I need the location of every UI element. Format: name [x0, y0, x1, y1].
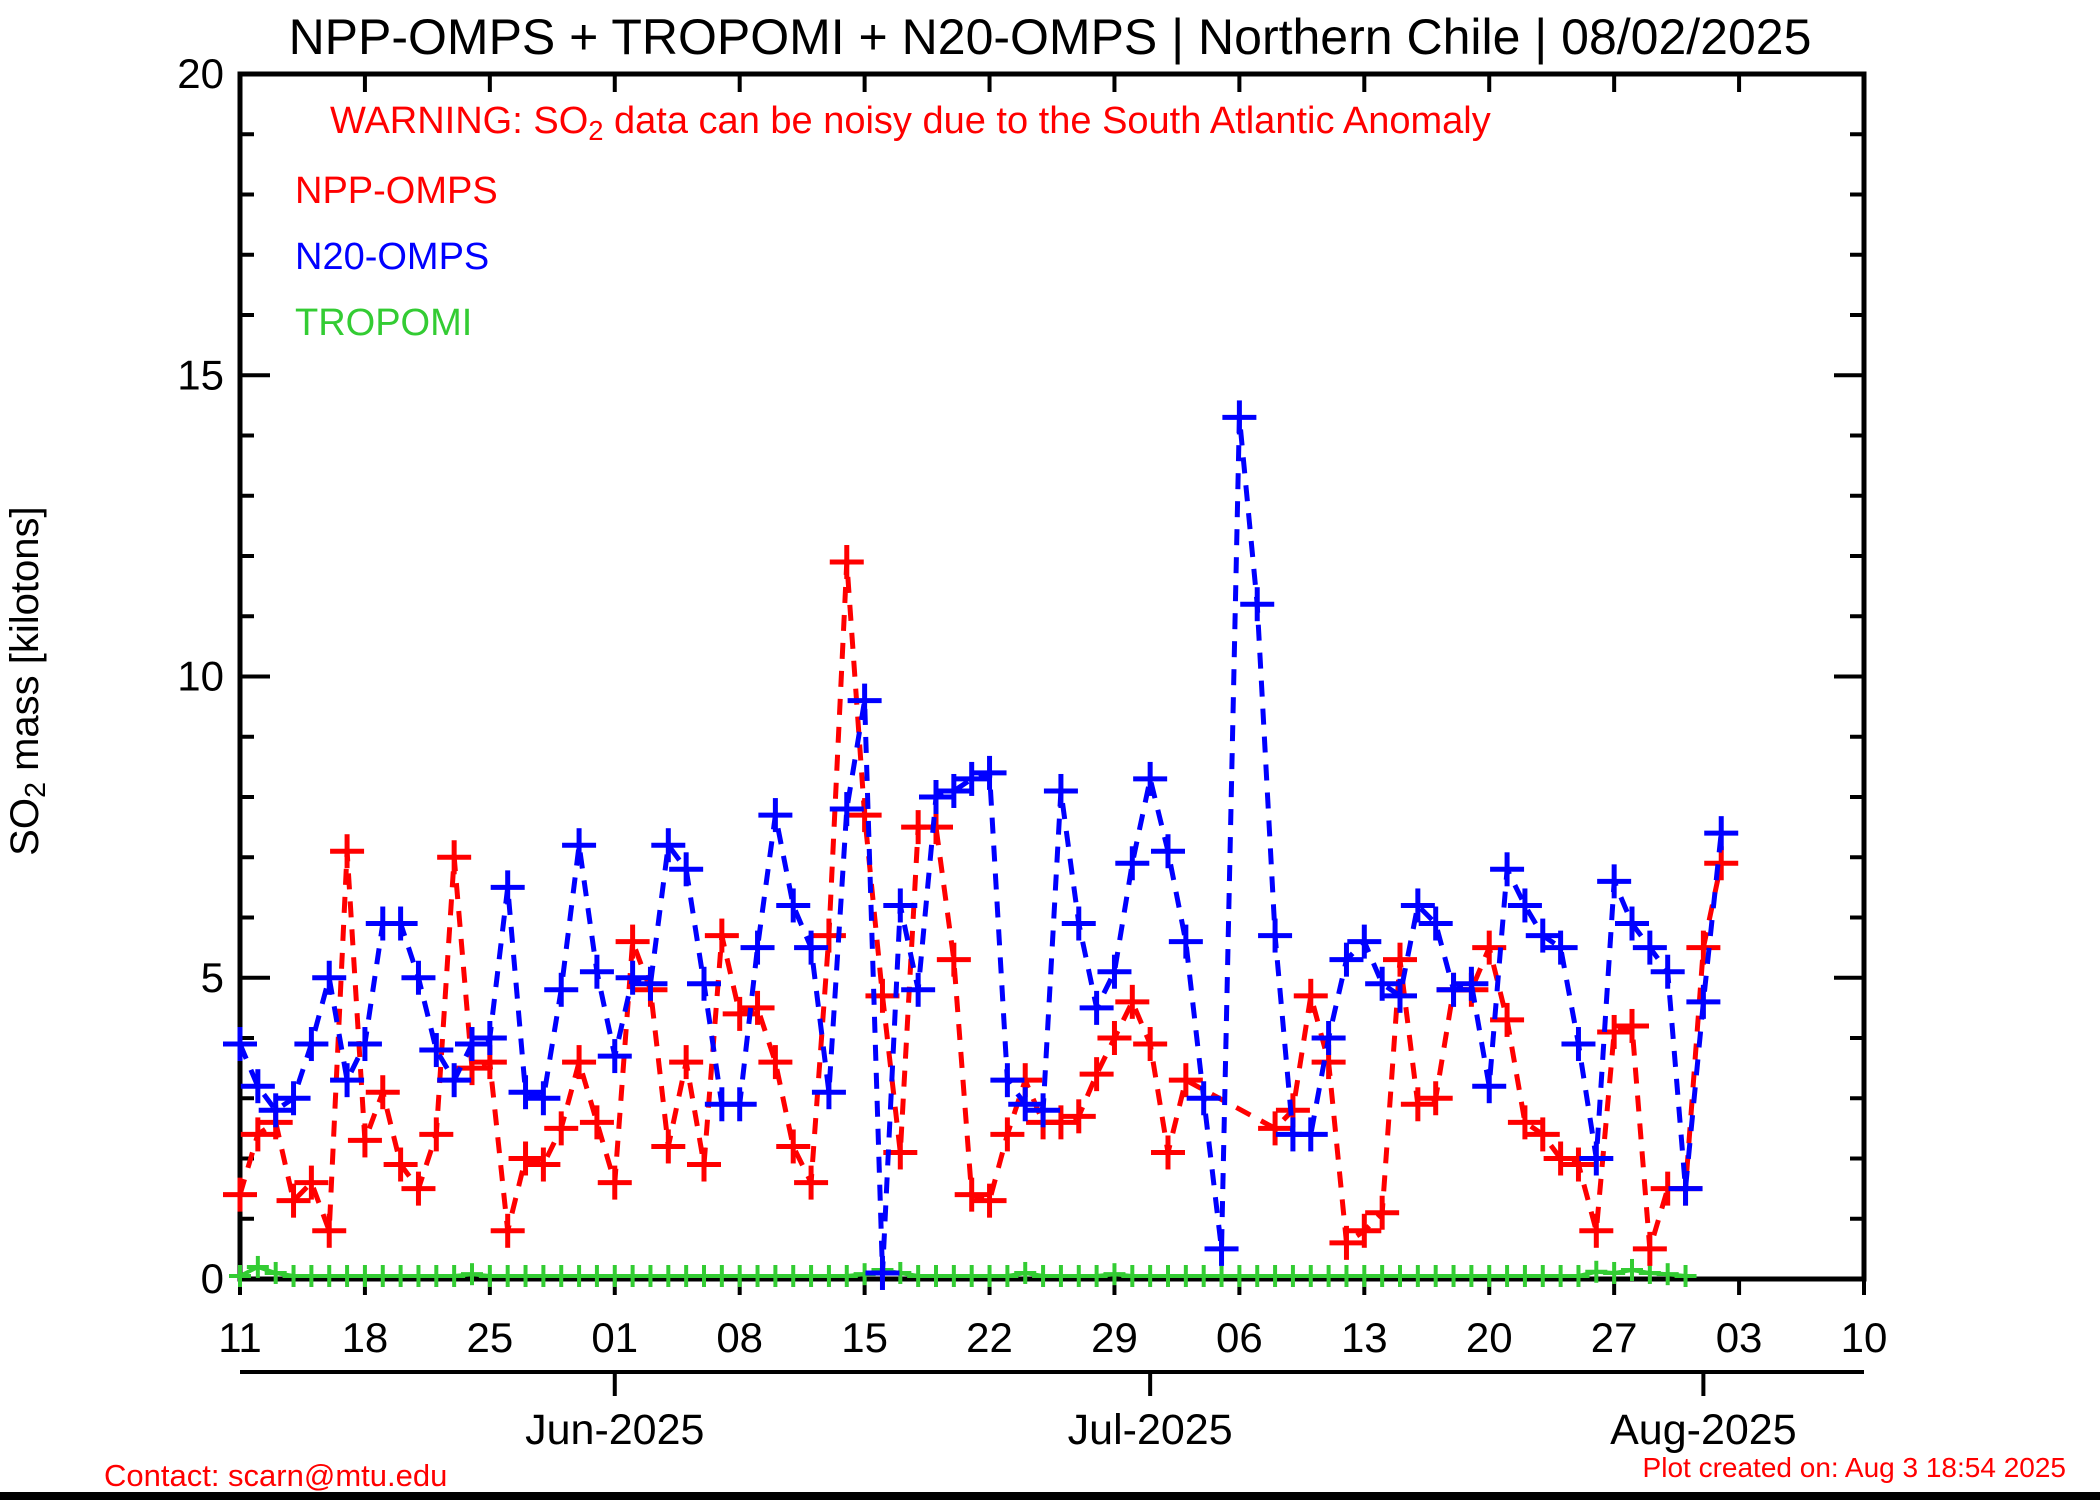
x-tick-label: 22 — [966, 1314, 1013, 1361]
y-tick-label: 0 — [201, 1255, 224, 1302]
y-axis-label: SO2 mass [kilotons] — [3, 401, 53, 961]
y-tick-label: 10 — [177, 653, 224, 700]
y-axis-label-pre: SO — [2, 798, 47, 856]
x-tick-label: 27 — [1591, 1314, 1638, 1361]
x-tick-label: 10 — [1841, 1314, 1888, 1361]
series-npp-omps-line — [237, 561, 1724, 1250]
x-tick-label: 03 — [1716, 1314, 1763, 1361]
legend-item-n20-omps: N20-OMPS — [295, 236, 490, 278]
legend-item-npp-omps: NPP-OMPS — [295, 170, 498, 212]
x-tick-label: 08 — [716, 1314, 763, 1361]
month-label: Jun-2025 — [525, 1406, 704, 1454]
x-tick-label: 15 — [841, 1314, 888, 1361]
legend-item-tropomi: TROPOMI — [295, 302, 473, 344]
x-tick-label: 25 — [466, 1314, 513, 1361]
month-label: Aug-2025 — [1610, 1406, 1797, 1454]
warning-text-sub: 2 — [588, 114, 604, 146]
x-tick-label: 01 — [591, 1314, 638, 1361]
x-tick-label: 29 — [1091, 1314, 1138, 1361]
month-label: Jul-2025 — [1068, 1406, 1233, 1454]
warning-text: WARNING: SO2 data can be noisy due to th… — [330, 100, 1491, 147]
x-tick-label: 20 — [1466, 1314, 1513, 1361]
y-tick-label: 20 — [177, 50, 224, 97]
y-tick-label: 15 — [177, 351, 224, 398]
x-tick-label: 13 — [1341, 1314, 1388, 1361]
series-n20-omps-line — [237, 417, 1724, 1274]
x-tick-label: 18 — [342, 1314, 389, 1361]
bottom-edge-bar — [0, 1492, 2100, 1500]
legend: NPP-OMPS N20-OMPS TROPOMI — [295, 158, 498, 356]
warning-text-pre: WARNING: SO — [330, 100, 589, 142]
y-axis-label-post: mass [kilotons] — [2, 506, 47, 783]
y-tick-label: 5 — [201, 954, 224, 1001]
contact-text: Contact: scarn@mtu.edu — [104, 1458, 448, 1493]
chart-title: NPP-OMPS + TROPOMI + N20-OMPS | Northern… — [288, 9, 1812, 65]
x-tick-label: 06 — [1216, 1314, 1263, 1361]
warning-text-post: data can be noisy due to the South Atlan… — [603, 100, 1491, 142]
plot-created-text: Plot created on: Aug 3 18:54 2025 — [1642, 1452, 2066, 1483]
y-axis-label-sub: 2 — [20, 782, 53, 799]
x-tick-label: 11 — [218, 1314, 262, 1361]
